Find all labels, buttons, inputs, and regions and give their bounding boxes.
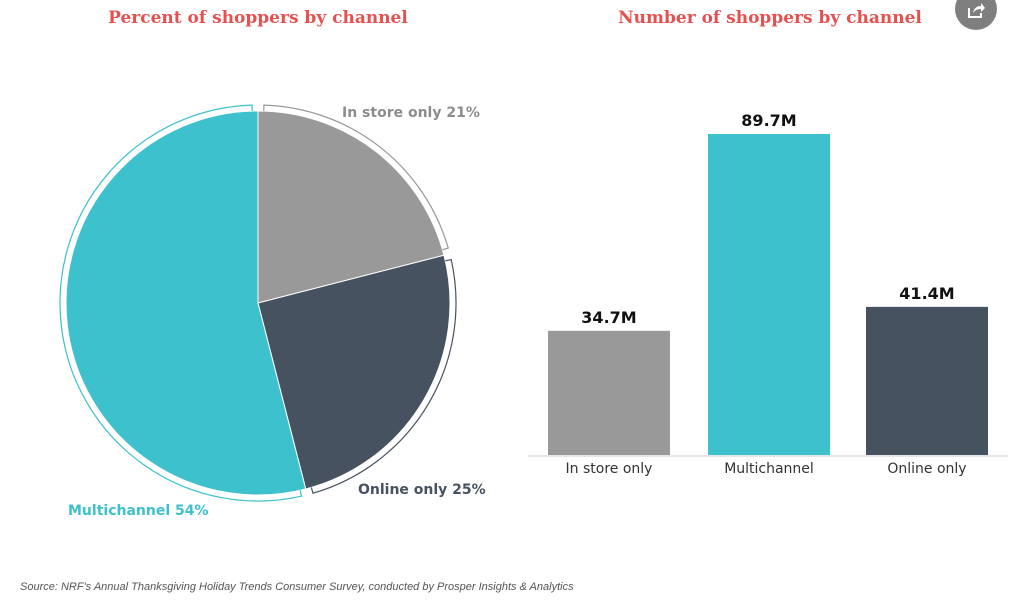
share-icon <box>968 3 985 18</box>
slice-bracket <box>59 104 303 502</box>
bar-category-label: Online only <box>887 461 967 477</box>
pie-slice-multichannel <box>65 110 307 496</box>
pie-chart <box>59 104 457 502</box>
bar-multichannel <box>708 134 830 455</box>
share-button[interactable] <box>955 0 997 30</box>
bar-chart <box>528 134 1008 457</box>
pie-slice-in-store-only <box>257 110 445 304</box>
source-note: Source: NRF's Annual Thanksgiving Holida… <box>20 581 574 593</box>
bar-chart-title: Number of shoppers by channel <box>618 8 922 28</box>
bar-value-label: 41.4M <box>899 283 955 303</box>
slice-label-in-store: In store only 21% <box>342 105 480 121</box>
bar-category-label: Multichannel <box>724 461 814 477</box>
bar-value-label: 34.7M <box>581 307 637 327</box>
pie-chart-title: Percent of shoppers by channel <box>108 8 408 28</box>
slice-bracket <box>263 104 449 251</box>
slice-bracket <box>310 258 457 494</box>
slice-label-multichannel: Multichannel 54% <box>68 503 209 519</box>
bar-online-only <box>866 306 988 455</box>
pie-slice-online-only <box>257 254 451 490</box>
bar-value-label: 89.7M <box>741 111 797 130</box>
bar-in-store-only <box>548 330 670 455</box>
bar-category-label: In store only <box>565 461 653 477</box>
slice-label-online: Online only 25% <box>358 482 486 498</box>
